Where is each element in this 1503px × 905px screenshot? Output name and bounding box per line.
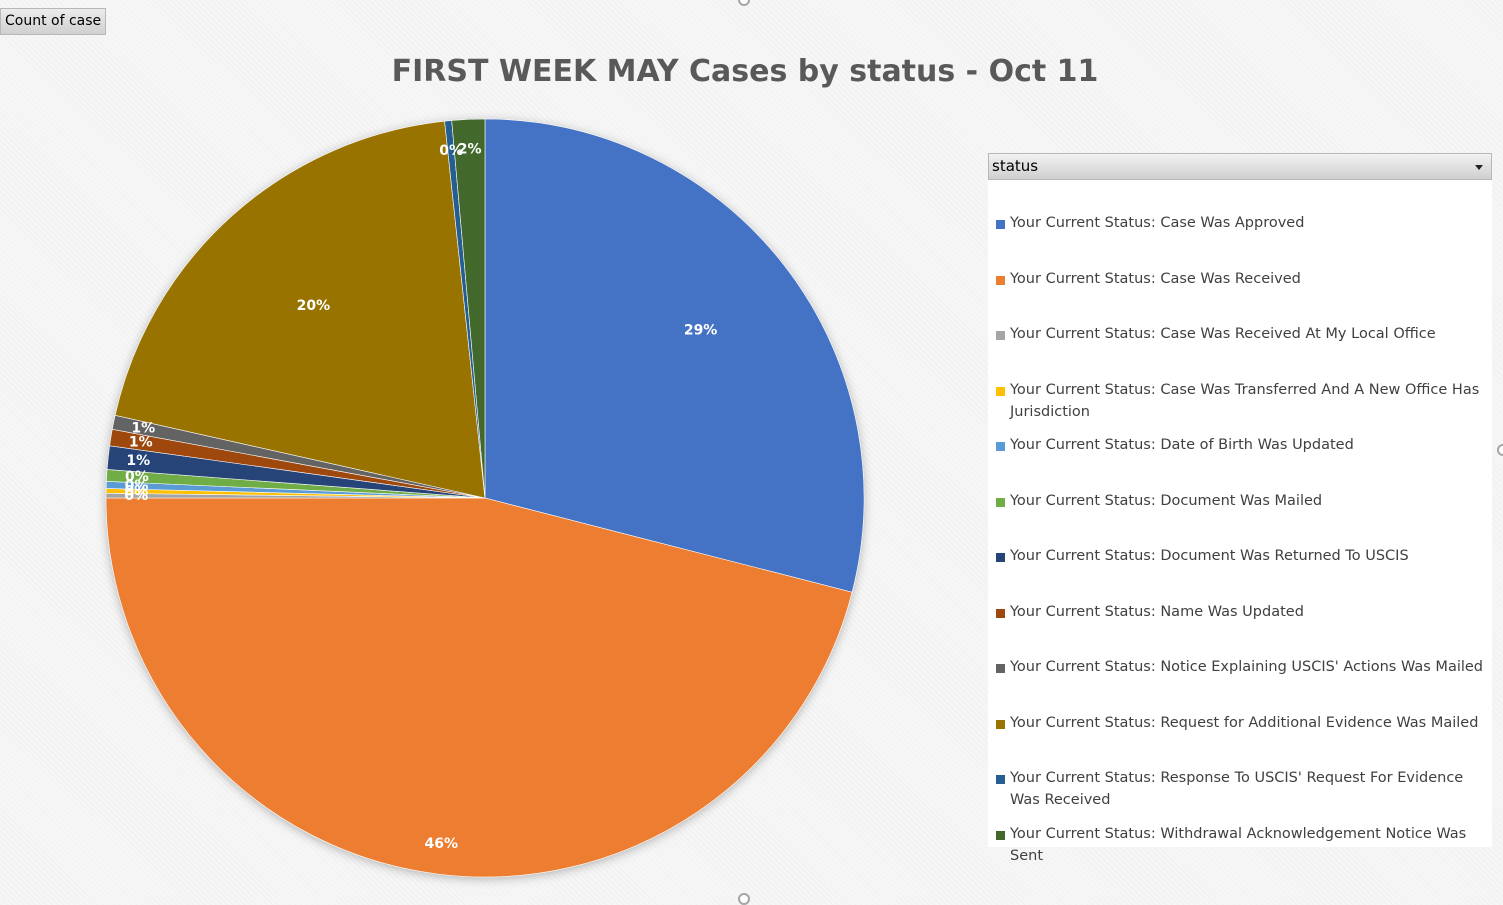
legend-item-label: Your Current Status: Document Was Return…	[1010, 548, 1409, 564]
legend-item[interactable]: Your Current Status: Case Was Transferre…	[996, 382, 1486, 423]
slice-data-label: 20%	[297, 298, 331, 314]
legend-item-label: Your Current Status: Withdrawal Acknowle…	[1010, 825, 1467, 864]
slice-data-label: 0%	[124, 488, 148, 504]
chart-resize-handle-right[interactable]	[1497, 444, 1503, 456]
legend-item[interactable]: Your Current Status: Name Was Updated	[996, 604, 1486, 623]
legend-item-label: Your Current Status: Request for Additio…	[1010, 714, 1479, 731]
pie-slice[interactable]	[484, 118, 865, 593]
legend-swatch	[996, 830, 1005, 840]
legend-item-label: Your Current Status: Case Was Received A…	[1010, 326, 1436, 342]
slice-data-label: 2%	[458, 142, 482, 158]
legend-item-label: Your Current Status: Date of Birth Was U…	[1010, 437, 1354, 453]
slice-data-label: 0%	[125, 483, 149, 499]
slice-data-label: 1%	[131, 420, 155, 436]
pie-slice[interactable]	[114, 120, 486, 499]
legend-item-label: Your Current Status: Case Was Transferre…	[1010, 381, 1480, 420]
legend-swatch	[996, 608, 1005, 618]
legend-item[interactable]: Your Current Status: Case Was Approved	[996, 215, 1486, 234]
legend-item-label: Your Current Status: Case Was Approved	[1010, 215, 1305, 231]
slice-data-label: 0%	[125, 469, 149, 485]
legend-item[interactable]: Your Current Status: Case Was Received A…	[996, 326, 1486, 345]
slice-data-label: 46%	[425, 836, 459, 852]
legend-item[interactable]: Your Current Status: Request for Additio…	[996, 715, 1486, 734]
legend-item[interactable]: Your Current Status: Document Was Mailed	[996, 493, 1486, 512]
legend-swatch	[996, 275, 1005, 285]
legend-swatch	[996, 331, 1005, 340]
legend-swatch	[996, 386, 1005, 396]
legend-swatch	[996, 220, 1005, 229]
legend-swatch	[996, 553, 1005, 562]
chart-title: FIRST WEEK MAY Cases by status - Oct 11	[391, 54, 1099, 89]
legend-item[interactable]: Your Current Status: Case Was Received	[996, 271, 1486, 290]
legend-swatch	[996, 719, 1005, 729]
legend-item-label: Your Current Status: Name Was Updated	[1010, 603, 1304, 620]
legend-item[interactable]: Your Current Status: Response To USCIS' …	[996, 770, 1486, 811]
legend-swatch	[996, 664, 1005, 673]
slice-data-label: 1%	[129, 434, 153, 450]
legend-item-label: Your Current Status: Response To USCIS' …	[1010, 770, 1464, 808]
legend-item[interactable]: Your Current Status: Document Was Return…	[996, 548, 1486, 567]
legend-header-label: status	[992, 157, 1039, 175]
legend-swatch	[996, 775, 1005, 784]
legend-item[interactable]: Your Current Status: Withdrawal Acknowle…	[996, 826, 1486, 867]
legend-item-label: Your Current Status: Document Was Mailed	[1010, 492, 1323, 509]
slice-data-label: 1%	[126, 453, 150, 469]
legend-item[interactable]: Your Current Status: Date of Birth Was U…	[996, 437, 1486, 456]
slice-data-label: 29%	[684, 323, 718, 339]
pie-slice[interactable]	[105, 497, 853, 878]
status-filter-dropdown[interactable]: status	[988, 153, 1492, 180]
legend: status Your Current Status: Case Was App…	[988, 153, 1492, 864]
chevron-down-icon	[1475, 165, 1483, 170]
legend-item[interactable]: Your Current Status: Notice Explaining U…	[996, 659, 1486, 678]
slice-data-label: 0%	[439, 143, 463, 159]
pie-slice[interactable]	[451, 118, 486, 499]
slice-data-label: 0%	[125, 478, 149, 494]
legend-swatch	[996, 497, 1005, 507]
count-of-case-field-button[interactable]: Count of case	[0, 8, 106, 35]
legend-item-label: Your Current Status: Case Was Received	[1010, 270, 1301, 287]
chart-resize-handle-top[interactable]	[738, 0, 750, 6]
legend-swatch	[996, 442, 1005, 451]
legend-item-label: Your Current Status: Notice Explaining U…	[1010, 659, 1484, 675]
